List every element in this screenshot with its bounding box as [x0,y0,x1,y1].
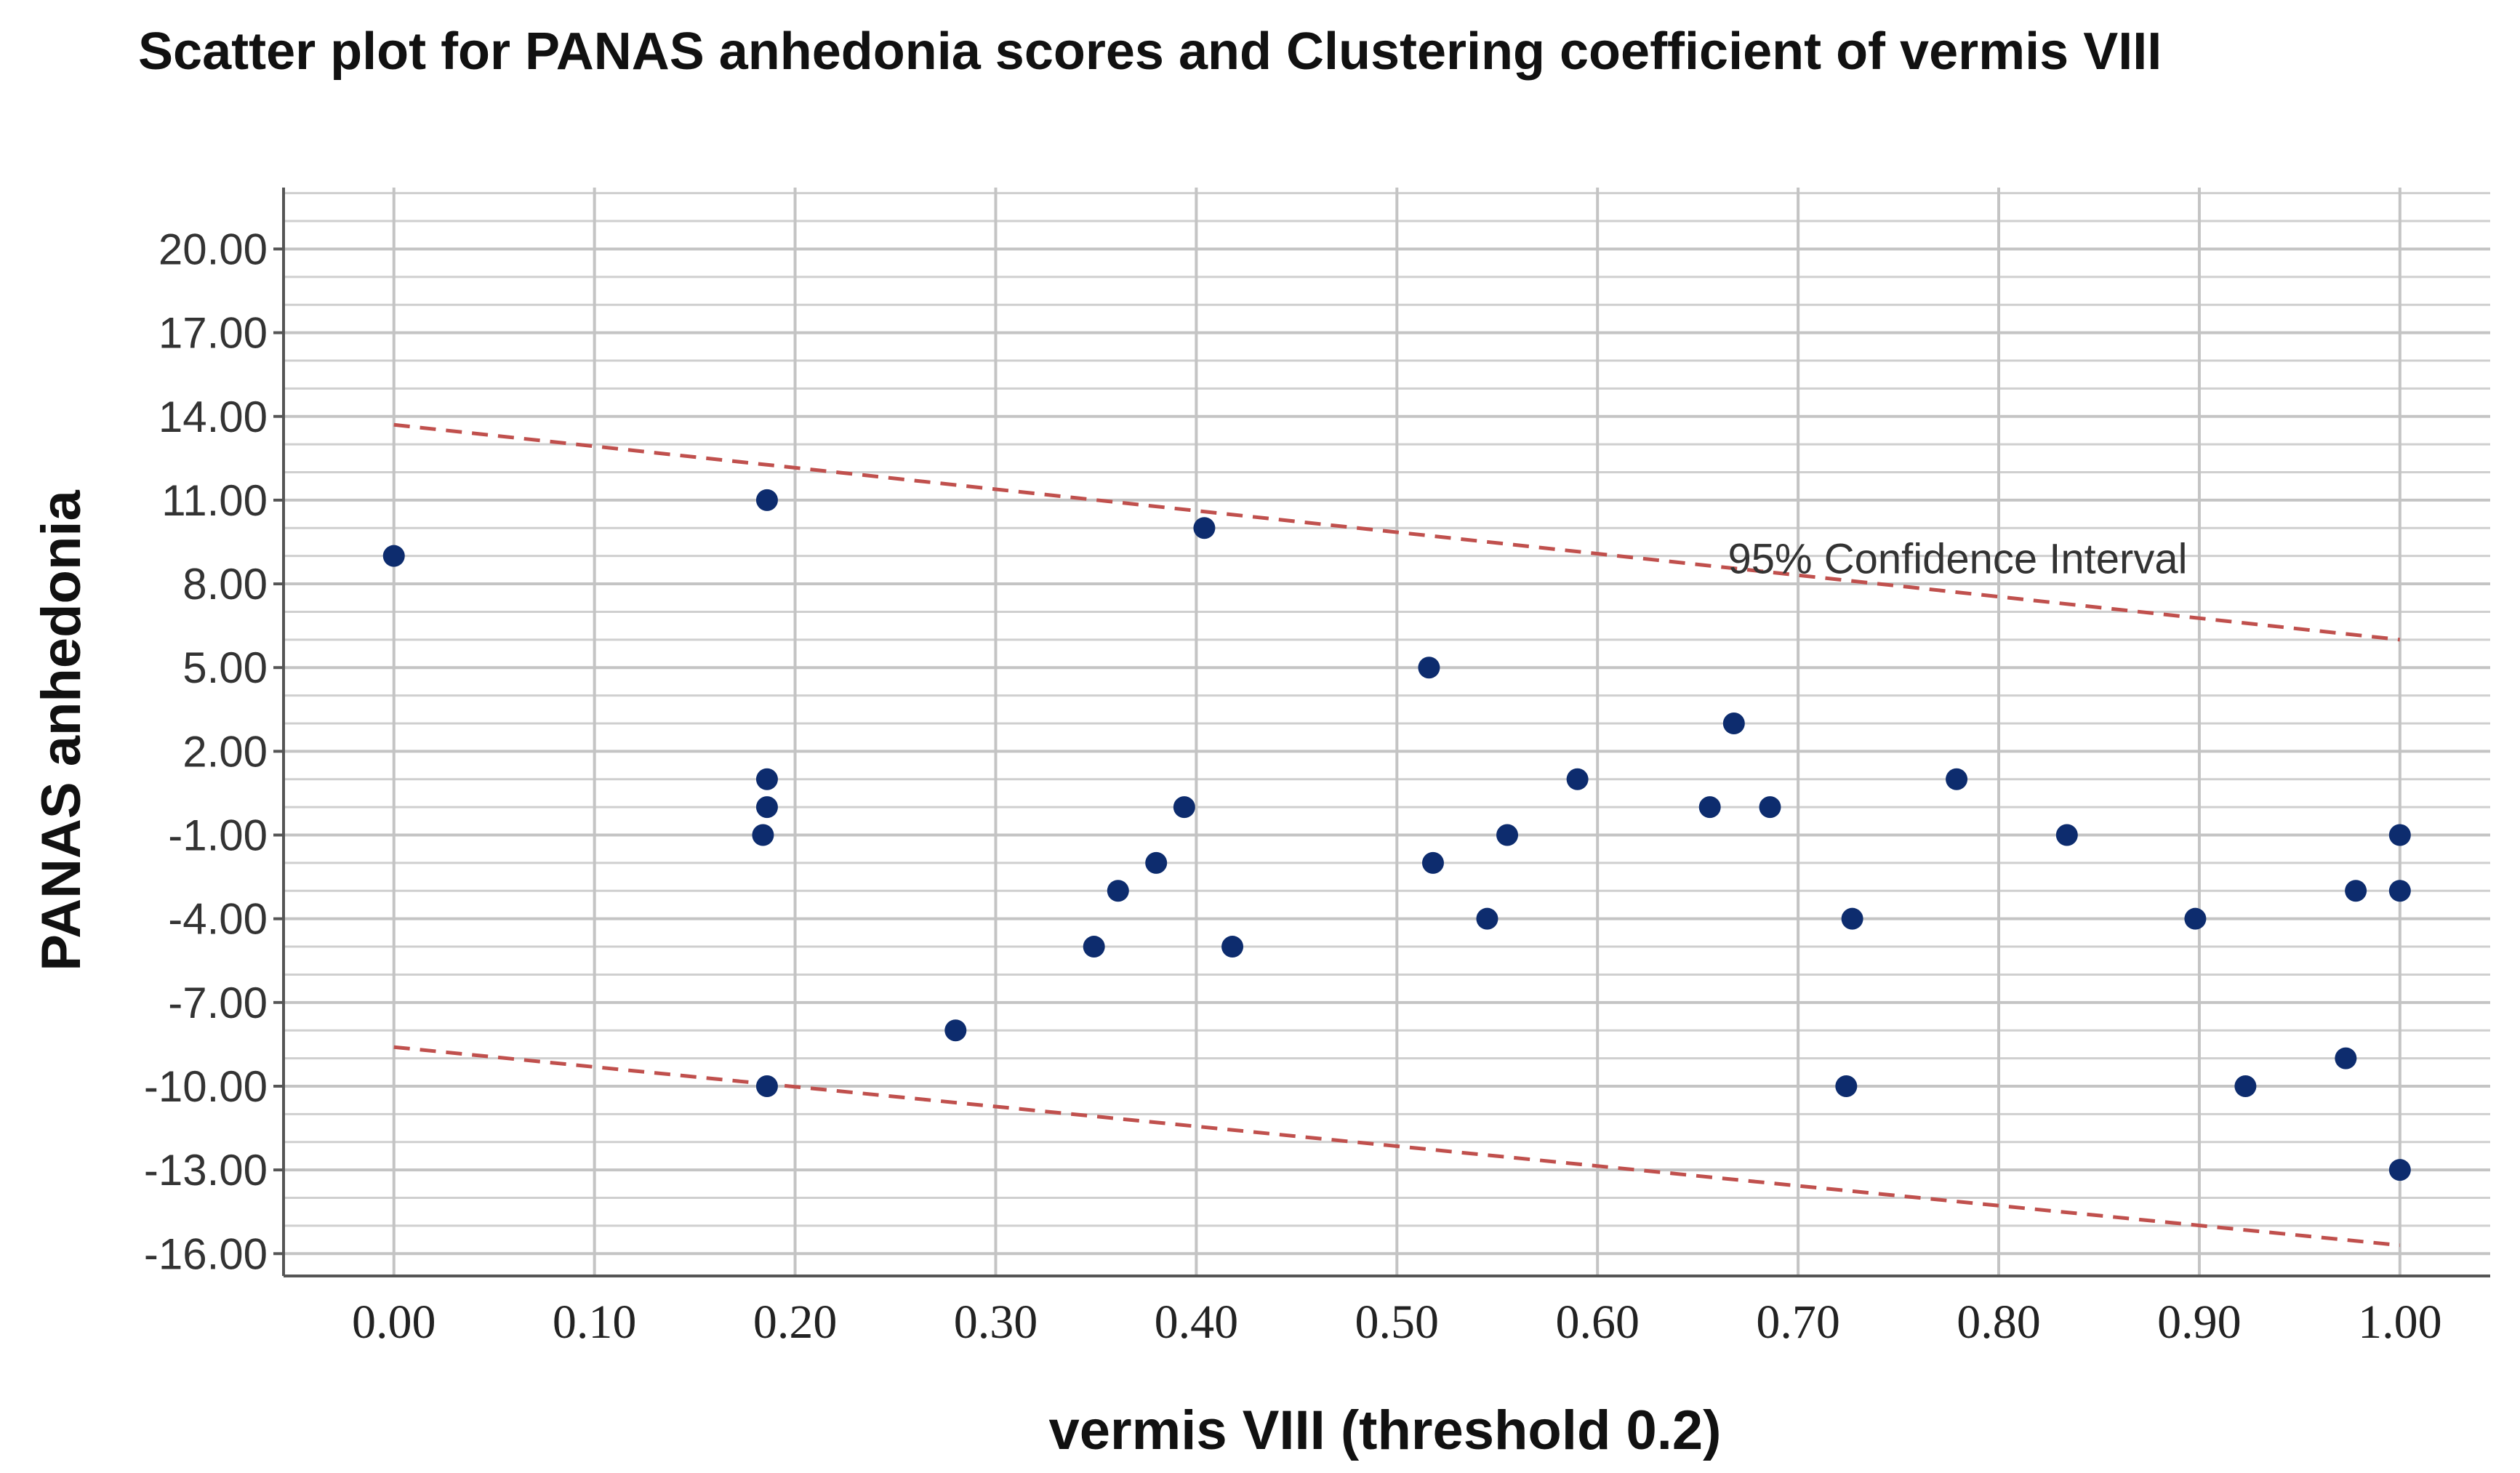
data-point [1221,936,1244,958]
data-point [2388,880,2411,902]
y-tick-label: 8.00 [182,560,268,609]
y-tick-label: 17.00 [158,309,268,358]
data-point [1835,1075,1858,1097]
x-tick-label: 0.30 [954,1296,1038,1349]
data-point [1418,657,1440,679]
data-point [1759,796,1781,819]
y-tick-label: 20.00 [158,225,268,273]
x-tick-label: 0.10 [553,1296,637,1349]
data-point [1083,936,1105,958]
data-point [944,1019,967,1042]
grid-lines [284,188,2490,1276]
data-point [1841,907,1863,930]
x-tick-label: 0.40 [1155,1296,1239,1349]
data-point [1193,517,1216,539]
data-point [2345,880,2367,902]
x-tick-label: 0.80 [1957,1296,2041,1349]
data-point [382,545,405,567]
plot-axes [273,188,2490,1277]
x-axis-title: vermis VIII (threshold 0.2) [1049,1400,1722,1461]
y-tick-label: -13.00 [144,1146,268,1195]
y-tick-label: -16.00 [144,1229,268,1278]
data-point [1722,712,1745,734]
y-axis-title: PANAS anhedonia [31,490,92,971]
data-point [2234,1075,2257,1097]
data-point [1145,851,1168,874]
data-point [1421,851,1444,874]
data-point [1946,768,1968,790]
data-point [755,489,778,511]
data-point [1476,907,1498,930]
data-points [382,489,2411,1181]
x-tick-label: 1.00 [2358,1296,2442,1349]
data-point [2335,1047,2357,1069]
ci-label: 95% Confidence Interval [1728,536,2188,583]
data-point [1698,796,1721,819]
x-tick-label: 0.90 [2157,1296,2242,1349]
data-point [755,1075,778,1097]
x-tick-label: 0.00 [352,1296,436,1349]
data-point [2055,824,2078,846]
data-point [752,824,774,846]
data-point [1107,880,1129,902]
x-tick-labels: 0.00 0.10 0.20 0.30 0.40 0.50 0.60 0.70 0.80 0.90… [352,1296,2442,1349]
y-tick-label: 5.00 [182,643,268,692]
data-point [2184,907,2207,930]
x-tick-label: 0.60 [1555,1296,1640,1349]
data-point [1496,824,1519,846]
data-point [755,768,778,790]
x-tick-label: 0.20 [753,1296,838,1349]
x-tick-label: 0.70 [1756,1296,1840,1349]
x-tick-label: 0.50 [1355,1296,1440,1349]
y-tick-label: 2.00 [182,727,268,776]
ci-upper-line [393,422,2401,642]
chart-title: Scatter plot for PANAS anhedonia scores … [138,23,2162,81]
y-tick-label: 14.00 [158,393,268,441]
y-tick-label: 11.00 [161,476,268,525]
data-point [2388,1159,2411,1181]
y-tick-label: -10.00 [144,1062,268,1111]
y-tick-label: -1.00 [168,811,268,860]
y-tick-label: -4.00 [168,895,268,944]
data-point [755,796,778,819]
data-point [2388,824,2411,846]
ci-lower-line [393,1045,2401,1248]
confidence-interval [393,422,2401,1248]
y-tick-label: -7.00 [168,979,268,1027]
data-point [1566,768,1589,790]
data-point [1173,796,1195,819]
y-tick-labels: 20.00 17.00 14.00 11.00 8.00 5.00 2.00 -1.00 -4.… [144,225,268,1278]
